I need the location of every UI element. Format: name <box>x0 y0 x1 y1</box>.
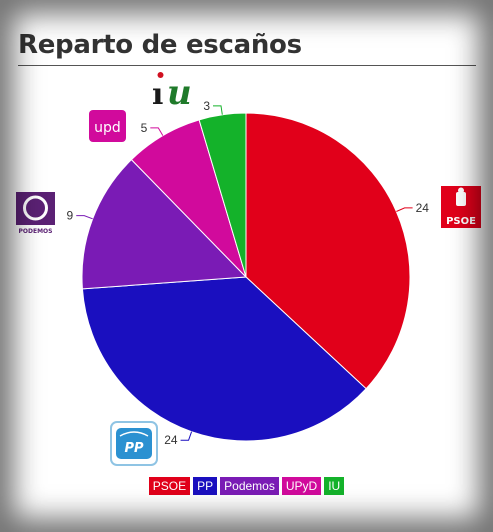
iu-logo: ı u <box>152 72 192 113</box>
pp-logo: PP <box>110 421 158 466</box>
podemos-logo-text: PODEMOS <box>19 228 53 235</box>
chart-title: Reparto de escaños <box>18 30 302 60</box>
leader-line-upyd <box>150 127 164 136</box>
value-label-psoe: 24 <box>416 201 430 215</box>
legend-item-psoe: PSOE <box>148 477 191 495</box>
legend-item-pp: PP <box>193 477 218 495</box>
value-labels: 24 24 9 5 3 <box>67 99 430 447</box>
pie-slice-iu <box>198 112 247 278</box>
label-leaders <box>76 105 413 441</box>
legend: PSOE PP Podemos UPyD IU <box>0 477 493 495</box>
iu-logo-text: u <box>167 73 192 113</box>
leader-line-podemos <box>76 215 93 220</box>
leader-line-iu <box>213 105 223 115</box>
pie-slice-podemos <box>81 158 248 290</box>
legend-item-podemos: Podemos <box>220 477 279 495</box>
upyd-logo: upd <box>89 110 126 142</box>
value-label-upyd: 5 <box>141 121 148 135</box>
podemos-logo: PODEMOS <box>16 192 55 235</box>
psoe-logo: PSOE <box>441 186 481 228</box>
value-label-pp: 24 <box>164 433 178 447</box>
value-label-iu: 3 <box>203 99 210 113</box>
legend-item-upyd: UPyD <box>281 477 322 495</box>
legend-item-iu: IU <box>324 477 345 495</box>
leader-line-psoe <box>396 207 413 212</box>
leader-line-pp <box>180 431 193 441</box>
value-label-podemos: 9 <box>67 209 74 223</box>
title-divider <box>18 65 476 66</box>
upyd-logo-text: upd <box>94 120 121 136</box>
pie-slices <box>81 112 411 442</box>
psoe-logo-text: PSOE <box>446 216 476 227</box>
pp-logo-text: PP <box>124 441 144 456</box>
svg-text:ı: ı <box>152 77 163 112</box>
